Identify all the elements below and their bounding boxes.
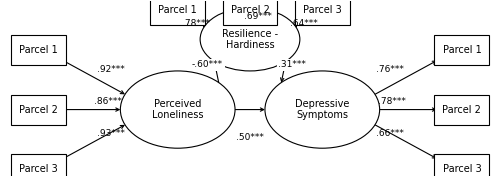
FancyArrowPatch shape [235, 108, 264, 111]
Text: Depressive
Symptoms: Depressive Symptoms [295, 99, 350, 120]
FancyBboxPatch shape [10, 95, 66, 124]
FancyArrowPatch shape [202, 22, 205, 27]
FancyBboxPatch shape [295, 0, 350, 25]
Text: .93***: .93*** [96, 129, 124, 138]
Text: .50***: .50*** [236, 133, 264, 142]
Text: Resilience -
Hardiness: Resilience - Hardiness [222, 28, 278, 50]
Text: Parcel 3: Parcel 3 [18, 164, 58, 174]
FancyBboxPatch shape [434, 95, 490, 124]
Ellipse shape [200, 8, 300, 71]
FancyBboxPatch shape [10, 154, 66, 177]
Ellipse shape [120, 71, 235, 148]
FancyBboxPatch shape [222, 0, 278, 25]
FancyArrowPatch shape [280, 61, 285, 81]
Text: Parcel 2: Parcel 2 [230, 5, 270, 15]
Text: .76***: .76*** [376, 65, 404, 74]
Text: .31***: .31*** [278, 60, 306, 69]
FancyBboxPatch shape [434, 154, 490, 177]
FancyBboxPatch shape [150, 0, 205, 25]
FancyBboxPatch shape [10, 35, 66, 65]
Text: Parcel 1: Parcel 1 [158, 5, 197, 15]
Text: .66***: .66*** [376, 129, 404, 138]
Text: Parcel 2: Parcel 2 [442, 105, 482, 115]
Text: Parcel 1: Parcel 1 [442, 45, 482, 55]
FancyArrowPatch shape [63, 125, 124, 159]
FancyBboxPatch shape [434, 35, 490, 65]
FancyArrowPatch shape [375, 125, 436, 158]
Text: Parcel 2: Parcel 2 [18, 105, 58, 115]
Text: Parcel 1: Parcel 1 [18, 45, 58, 55]
FancyArrowPatch shape [214, 63, 218, 83]
FancyArrowPatch shape [295, 22, 298, 27]
FancyArrowPatch shape [63, 108, 119, 111]
Text: .86***: .86*** [94, 97, 122, 106]
FancyArrowPatch shape [375, 61, 436, 94]
Text: Perceived
Loneliness: Perceived Loneliness [152, 99, 204, 120]
Text: Parcel 3: Parcel 3 [303, 5, 342, 15]
FancyArrowPatch shape [63, 61, 124, 94]
Text: .69***: .69*** [244, 12, 272, 21]
Text: -.60***: -.60*** [192, 60, 223, 69]
Text: .78***: .78*** [378, 97, 406, 106]
Text: .92***: .92*** [96, 65, 124, 74]
Ellipse shape [265, 71, 380, 148]
Text: .64***: .64*** [290, 19, 318, 28]
FancyArrowPatch shape [248, 8, 252, 23]
Text: Parcel 3: Parcel 3 [442, 164, 482, 174]
FancyArrowPatch shape [380, 108, 436, 111]
Text: .78***: .78*** [182, 19, 210, 28]
